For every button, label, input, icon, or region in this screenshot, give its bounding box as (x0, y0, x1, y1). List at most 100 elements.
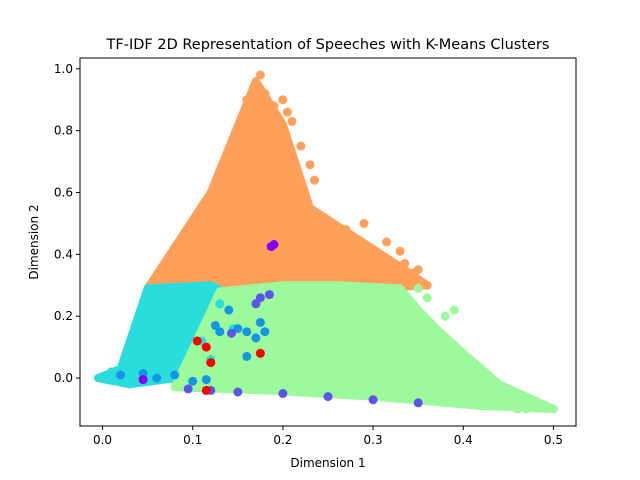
cluster-2-point (549, 404, 558, 414)
y-axis-label: Dimension 2 (27, 204, 41, 279)
cluster-3-point (210, 321, 220, 330)
cluster-0-point (305, 160, 315, 170)
cluster-2-point (467, 379, 477, 389)
cluster-2-point (431, 373, 441, 383)
cluster-4-point (264, 290, 274, 300)
cluster-4-point (255, 293, 265, 303)
cluster-0-point (422, 280, 432, 290)
y-tick-label: 1.0 (54, 62, 73, 76)
cluster-2-point (350, 296, 360, 306)
cluster-2-point (431, 351, 441, 361)
cluster-2-point (521, 404, 531, 414)
cluster-1-point (179, 296, 189, 306)
cluster-0-point (278, 95, 288, 105)
cluster-4-point (368, 395, 378, 405)
cluster-3-point (188, 376, 198, 386)
x-tick-label: 0.1 (183, 433, 202, 447)
cluster-2-point (449, 305, 459, 315)
cluster-3-point (215, 327, 225, 337)
cluster-0-point (332, 249, 342, 259)
y-tick-label: 0.0 (54, 371, 73, 385)
cluster-2-point (485, 376, 495, 386)
cluster-2-point (233, 355, 243, 364)
x-tick-label: 0.0 (93, 433, 112, 447)
cluster-0-point (237, 116, 247, 126)
cluster-3-point (116, 370, 126, 380)
cluster-0-point (350, 256, 360, 266)
cluster-0-point (395, 246, 405, 256)
x-tick-label: 0.2 (273, 433, 292, 447)
y-tick-label: 0.8 (54, 124, 73, 138)
cluster-1-point (152, 333, 162, 343)
cluster-points (107, 70, 558, 414)
cluster-0-point (323, 231, 333, 241)
cluster-2-point (440, 311, 450, 321)
cluster-6-point (206, 358, 216, 368)
cluster-0-point (368, 246, 378, 256)
cluster-0-point (413, 265, 423, 275)
cluster-2-point (323, 336, 333, 346)
cluster-0-point (278, 126, 288, 136)
x-tick-label: 0.4 (454, 433, 473, 447)
cluster-4-point (323, 392, 333, 402)
plot-area (94, 70, 558, 414)
cluster-6-point (201, 342, 211, 352)
cluster-0-point (359, 218, 369, 228)
cluster-6-point (255, 348, 265, 358)
cluster-1-point (161, 317, 171, 327)
x-tick-label: 0.5 (544, 433, 563, 447)
cluster-0-point (287, 116, 297, 126)
cluster-6-point (192, 336, 202, 346)
cluster-3-point (152, 373, 162, 383)
cluster-3-point (233, 324, 243, 334)
cluster-2-point (503, 401, 513, 411)
cluster-3-point (224, 305, 234, 315)
cluster-6-point (201, 385, 211, 395)
cluster-2-point (476, 395, 486, 405)
cluster-3-point (138, 368, 148, 378)
cluster-4-point (233, 387, 243, 397)
cluster-2-point (278, 379, 288, 389)
cluster-3-point (201, 375, 211, 385)
cluster-3-point (251, 333, 261, 343)
cluster-4-point (278, 389, 288, 398)
plot-frame (79, 57, 577, 427)
cluster-5-point (138, 375, 148, 385)
cluster-0-point (296, 184, 306, 194)
cluster-0-point (282, 107, 292, 117)
cluster-3-point (170, 370, 180, 380)
x-axis: 0.0 0.1 0.2 0.3 0.4 0.5 (93, 426, 563, 447)
cluster-3-point (260, 327, 270, 337)
cluster-2-point (395, 330, 405, 340)
cluster-0-point (255, 70, 265, 80)
cluster-3-point (242, 351, 252, 361)
cluster-0-point (305, 218, 315, 228)
cluster-3-point (255, 317, 265, 327)
cluster-2-point (422, 293, 432, 303)
cluster-2-point (368, 367, 378, 377)
cluster-0-point (296, 141, 306, 151)
cluster-2-point (512, 404, 522, 414)
cluster-2-region (170, 281, 558, 413)
x-tick-label: 0.3 (364, 433, 383, 447)
cluster-3-point (242, 327, 252, 337)
cluster-0-point (382, 237, 392, 247)
y-tick-label: 0.2 (54, 309, 73, 323)
cluster-0-point (377, 268, 387, 278)
cluster-0-point (341, 225, 351, 235)
cluster-0-point (386, 259, 396, 269)
cluster-0-point (287, 157, 297, 167)
y-tick-label: 0.6 (54, 186, 73, 200)
cluster-2-point (440, 385, 450, 395)
cluster-2-point (413, 342, 423, 352)
cluster-4-point (413, 398, 423, 408)
cluster-1-point (215, 299, 225, 309)
cluster-1-point (107, 367, 117, 377)
cluster-5-point (269, 240, 279, 249)
cluster-0-point (269, 101, 279, 111)
cluster-2-point (458, 389, 468, 398)
cluster-4-point (183, 384, 193, 394)
x-axis-label: Dimension 1 (290, 456, 365, 470)
cluster-0-point (314, 243, 324, 253)
